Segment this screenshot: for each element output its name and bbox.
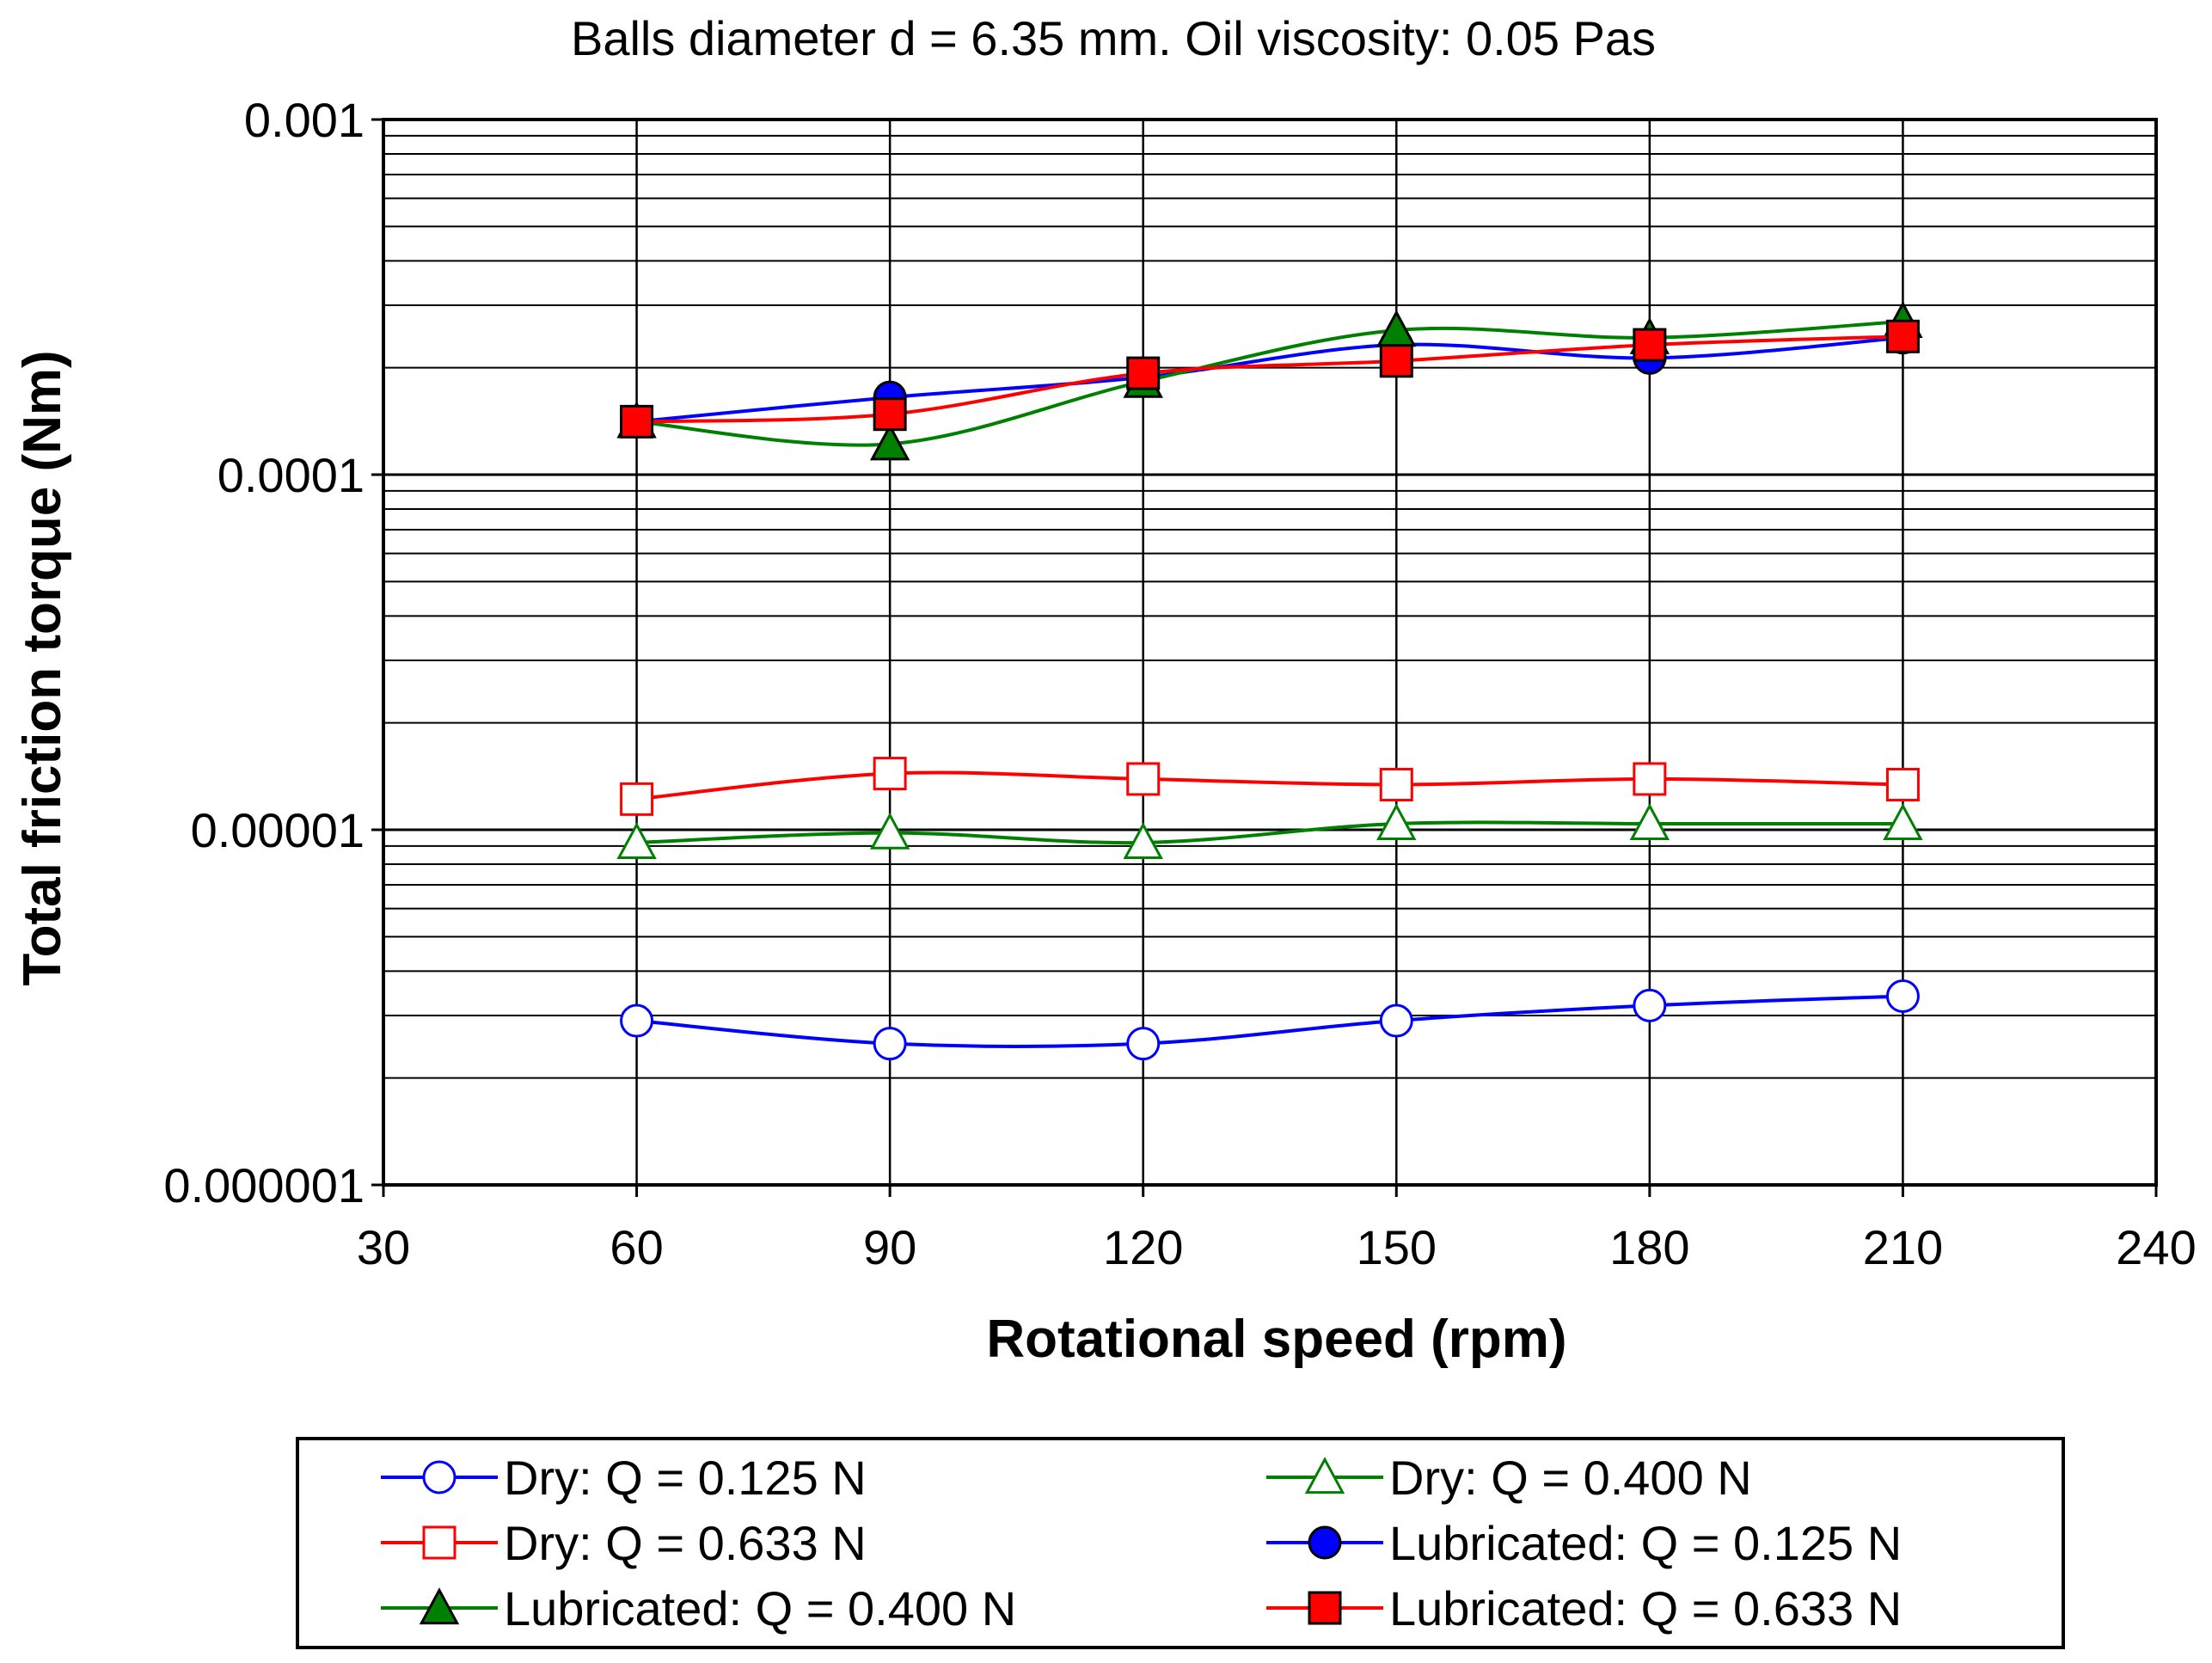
plot-frame — [382, 118, 2158, 1187]
y-tick-label: 0.00001 — [191, 803, 365, 857]
series-5 — [620, 319, 1920, 439]
data-point — [1126, 762, 1161, 796]
legend-marker — [1308, 1591, 1342, 1625]
chart-title: Balls diameter d = 6.35 mm. Oil viscosit… — [571, 11, 1656, 65]
x-tick-label: 210 — [1863, 1220, 1943, 1274]
legend-marker — [1308, 1525, 1342, 1560]
data-point — [616, 822, 657, 860]
series-line — [636, 334, 1903, 424]
series-line — [636, 820, 1903, 845]
data-point — [1376, 803, 1417, 841]
x-tick-label: 180 — [1609, 1220, 1689, 1274]
data-point — [1885, 319, 1920, 353]
series-0 — [620, 979, 1920, 1061]
x-axis-ticks: 30 60 90 120 150 180 210 240 — [357, 1185, 2197, 1274]
data-point — [620, 1003, 654, 1038]
data-point — [1126, 356, 1161, 390]
data-point — [1883, 803, 1923, 841]
data-point — [873, 1027, 907, 1061]
data-point — [869, 423, 910, 461]
x-tick-label: 30 — [357, 1220, 410, 1274]
y-axis-label: Total friction torque (Nm) — [13, 350, 72, 985]
data-point — [1123, 822, 1163, 860]
series-line — [636, 335, 1903, 424]
legend-label: Dry: Q = 0.400 N — [1389, 1451, 1752, 1505]
y-tick-label: 0.0001 — [218, 448, 365, 502]
y-tick-label: 0.001 — [244, 93, 365, 147]
data-point — [620, 404, 654, 439]
series-2 — [620, 757, 1920, 816]
series-1 — [616, 803, 1923, 860]
x-tick-label: 120 — [1103, 1220, 1183, 1274]
x-axis-label: Rotational speed (rpm) — [986, 1310, 1566, 1369]
series-layer — [616, 300, 1923, 1061]
data-point — [1629, 803, 1670, 841]
series-line — [636, 994, 1903, 1048]
legend-marker — [1304, 1457, 1345, 1494]
legend-marker — [422, 1525, 456, 1560]
data-point — [1633, 988, 1667, 1022]
series-line — [636, 319, 1903, 447]
legend-marker — [422, 1460, 456, 1494]
data-point — [1126, 1027, 1161, 1061]
x-tick-label: 90 — [863, 1220, 916, 1274]
legend-label: Lubricated: Q = 0.633 N — [1389, 1581, 1902, 1635]
x-tick-label: 60 — [610, 1220, 663, 1274]
legend-label: Lubricated: Q = 0.400 N — [504, 1581, 1016, 1635]
data-point — [1633, 762, 1667, 796]
x-tick-label: 240 — [2116, 1220, 2196, 1274]
legend-box — [296, 1437, 2065, 1649]
legend-label: Dry: Q = 0.125 N — [504, 1451, 867, 1505]
plot-area — [382, 118, 2158, 1187]
y-axis-ticks: 0.000001 0.00001 0.0001 0.001 — [163, 93, 383, 1212]
legend-label: Dry: Q = 0.633 N — [504, 1516, 867, 1570]
data-point — [873, 397, 907, 432]
data-point — [1885, 768, 1920, 802]
series-line — [636, 770, 1903, 801]
data-point — [620, 782, 654, 816]
data-point — [1885, 979, 1920, 1013]
legend-marker — [419, 1587, 460, 1625]
legend-label: Lubricated: Q = 0.125 N — [1389, 1516, 1902, 1570]
legend: Dry: Q = 0.125 N Dry: Q = 0.400 N Dry: Q =… — [296, 1437, 2065, 1649]
data-point — [1379, 1003, 1413, 1038]
data-point — [873, 757, 907, 791]
data-point — [1379, 768, 1413, 802]
data-point — [1379, 344, 1413, 378]
y-tick-label: 0.000001 — [163, 1158, 365, 1212]
series-4 — [616, 300, 1923, 461]
data-point — [1633, 328, 1667, 362]
data-point — [869, 812, 910, 850]
x-tick-label: 150 — [1357, 1220, 1437, 1274]
